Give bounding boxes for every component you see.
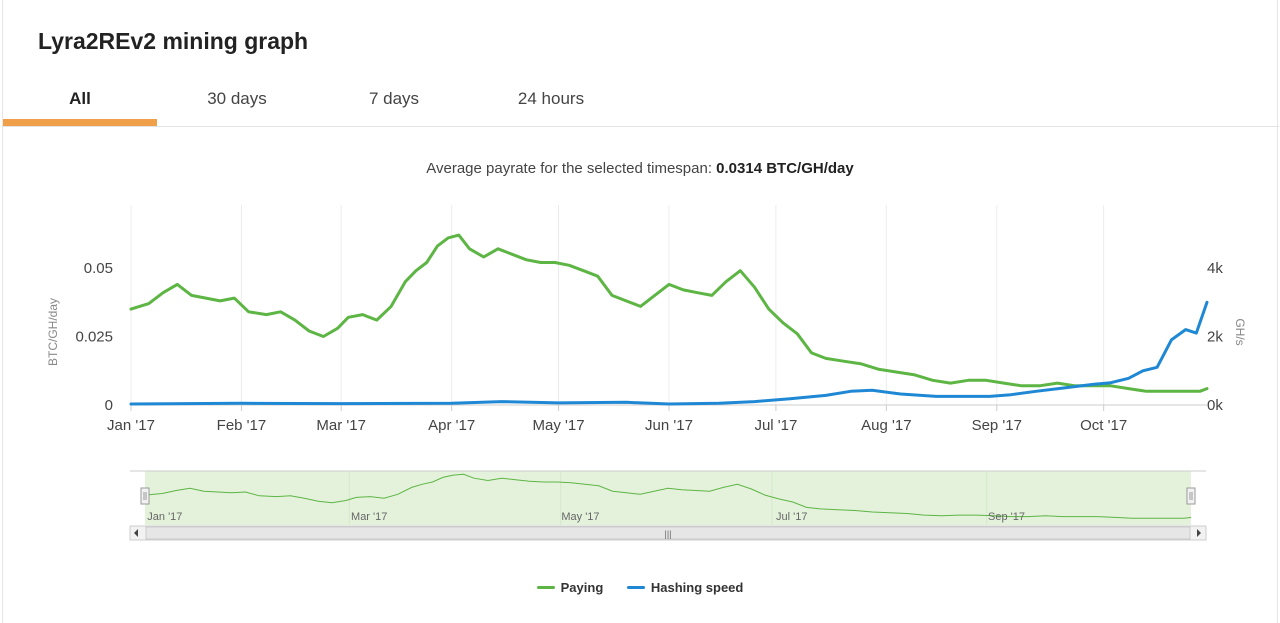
y-right-tick-label: 2k [1207,329,1223,346]
y-right-tick-label: 0k [1207,397,1223,414]
legend-item-paying[interactable]: Paying [536,580,604,595]
y-left-tick-label: 0.05 [84,260,113,277]
payrate-summary: Average payrate for the selected timespa… [0,160,1280,177]
chart-legend: Paying Hashing speed [0,577,1280,595]
x-tick-label: Sep '17 [972,417,1022,434]
y-left-tick-label: 0 [105,397,113,414]
x-tick-label: Aug '17 [861,417,911,434]
scroll-right-arrow-icon[interactable] [1197,529,1201,537]
x-tick-label: Apr '17 [428,417,475,434]
scrollbar-grip-icon: ||| [664,529,671,539]
scroll-left-arrow-icon[interactable] [134,529,138,537]
navigator-series-line [144,473,1192,519]
y-left-tick-label: 0.025 [75,329,113,346]
navigator-selected-range [145,471,1191,525]
legend-swatch-hashing-speed [626,586,645,589]
navigator-right-handle[interactable] [1186,487,1196,505]
navigator-tick-label: Sep '17 [988,511,1025,523]
tab-all[interactable]: All [3,75,157,126]
paying-series-line [129,233,1209,393]
y-right-axis-title: GH/s [1233,318,1247,345]
navigator-tick-label: Mar '17 [351,511,387,523]
legend-swatch-paying [536,586,555,589]
x-tick-label: Jul '17 [754,417,797,434]
navigator-left-handle[interactable] [140,487,150,505]
navigator-tick-label: Jul '17 [776,511,807,523]
tab-30-days[interactable]: 30 days [207,89,267,108]
tab-7-days[interactable]: 7 days [368,89,420,108]
hashing-speed-series-line [129,300,1209,406]
x-tick-label: Mar '17 [316,417,366,434]
x-tick-label: Jun '17 [645,417,693,434]
x-tick-label: Oct '17 [1080,417,1127,434]
navigator-tick-label: May '17 [561,511,599,523]
tab-24-hours[interactable]: 24 hours [517,89,585,108]
payrate-summary-value: 0.0314 BTC/GH/day [716,160,854,177]
scrollbar-thumb[interactable] [145,526,1191,540]
x-tick-label: May '17 [533,417,585,434]
legend-label-paying: Paying [560,580,604,595]
y-left-axis-title: BTC/GH/day [46,298,60,366]
x-tick-label: Jan '17 [107,417,155,434]
x-tick-label: Feb '17 [217,417,267,434]
legend-label-hashing-speed: Hashing speed [650,580,744,595]
legend-item-hashing-speed[interactable]: Hashing speed [626,580,744,595]
payrate-summary-label: Average payrate for the selected timespa… [426,160,712,177]
y-right-tick-label: 4k [1207,260,1223,277]
timespan-tabs: All 30 days 7 days 24 hours [3,75,1279,127]
navigator-tick-label: Jan '17 [147,511,182,523]
page-title: Lyra2REv2 mining graph [38,28,309,54]
